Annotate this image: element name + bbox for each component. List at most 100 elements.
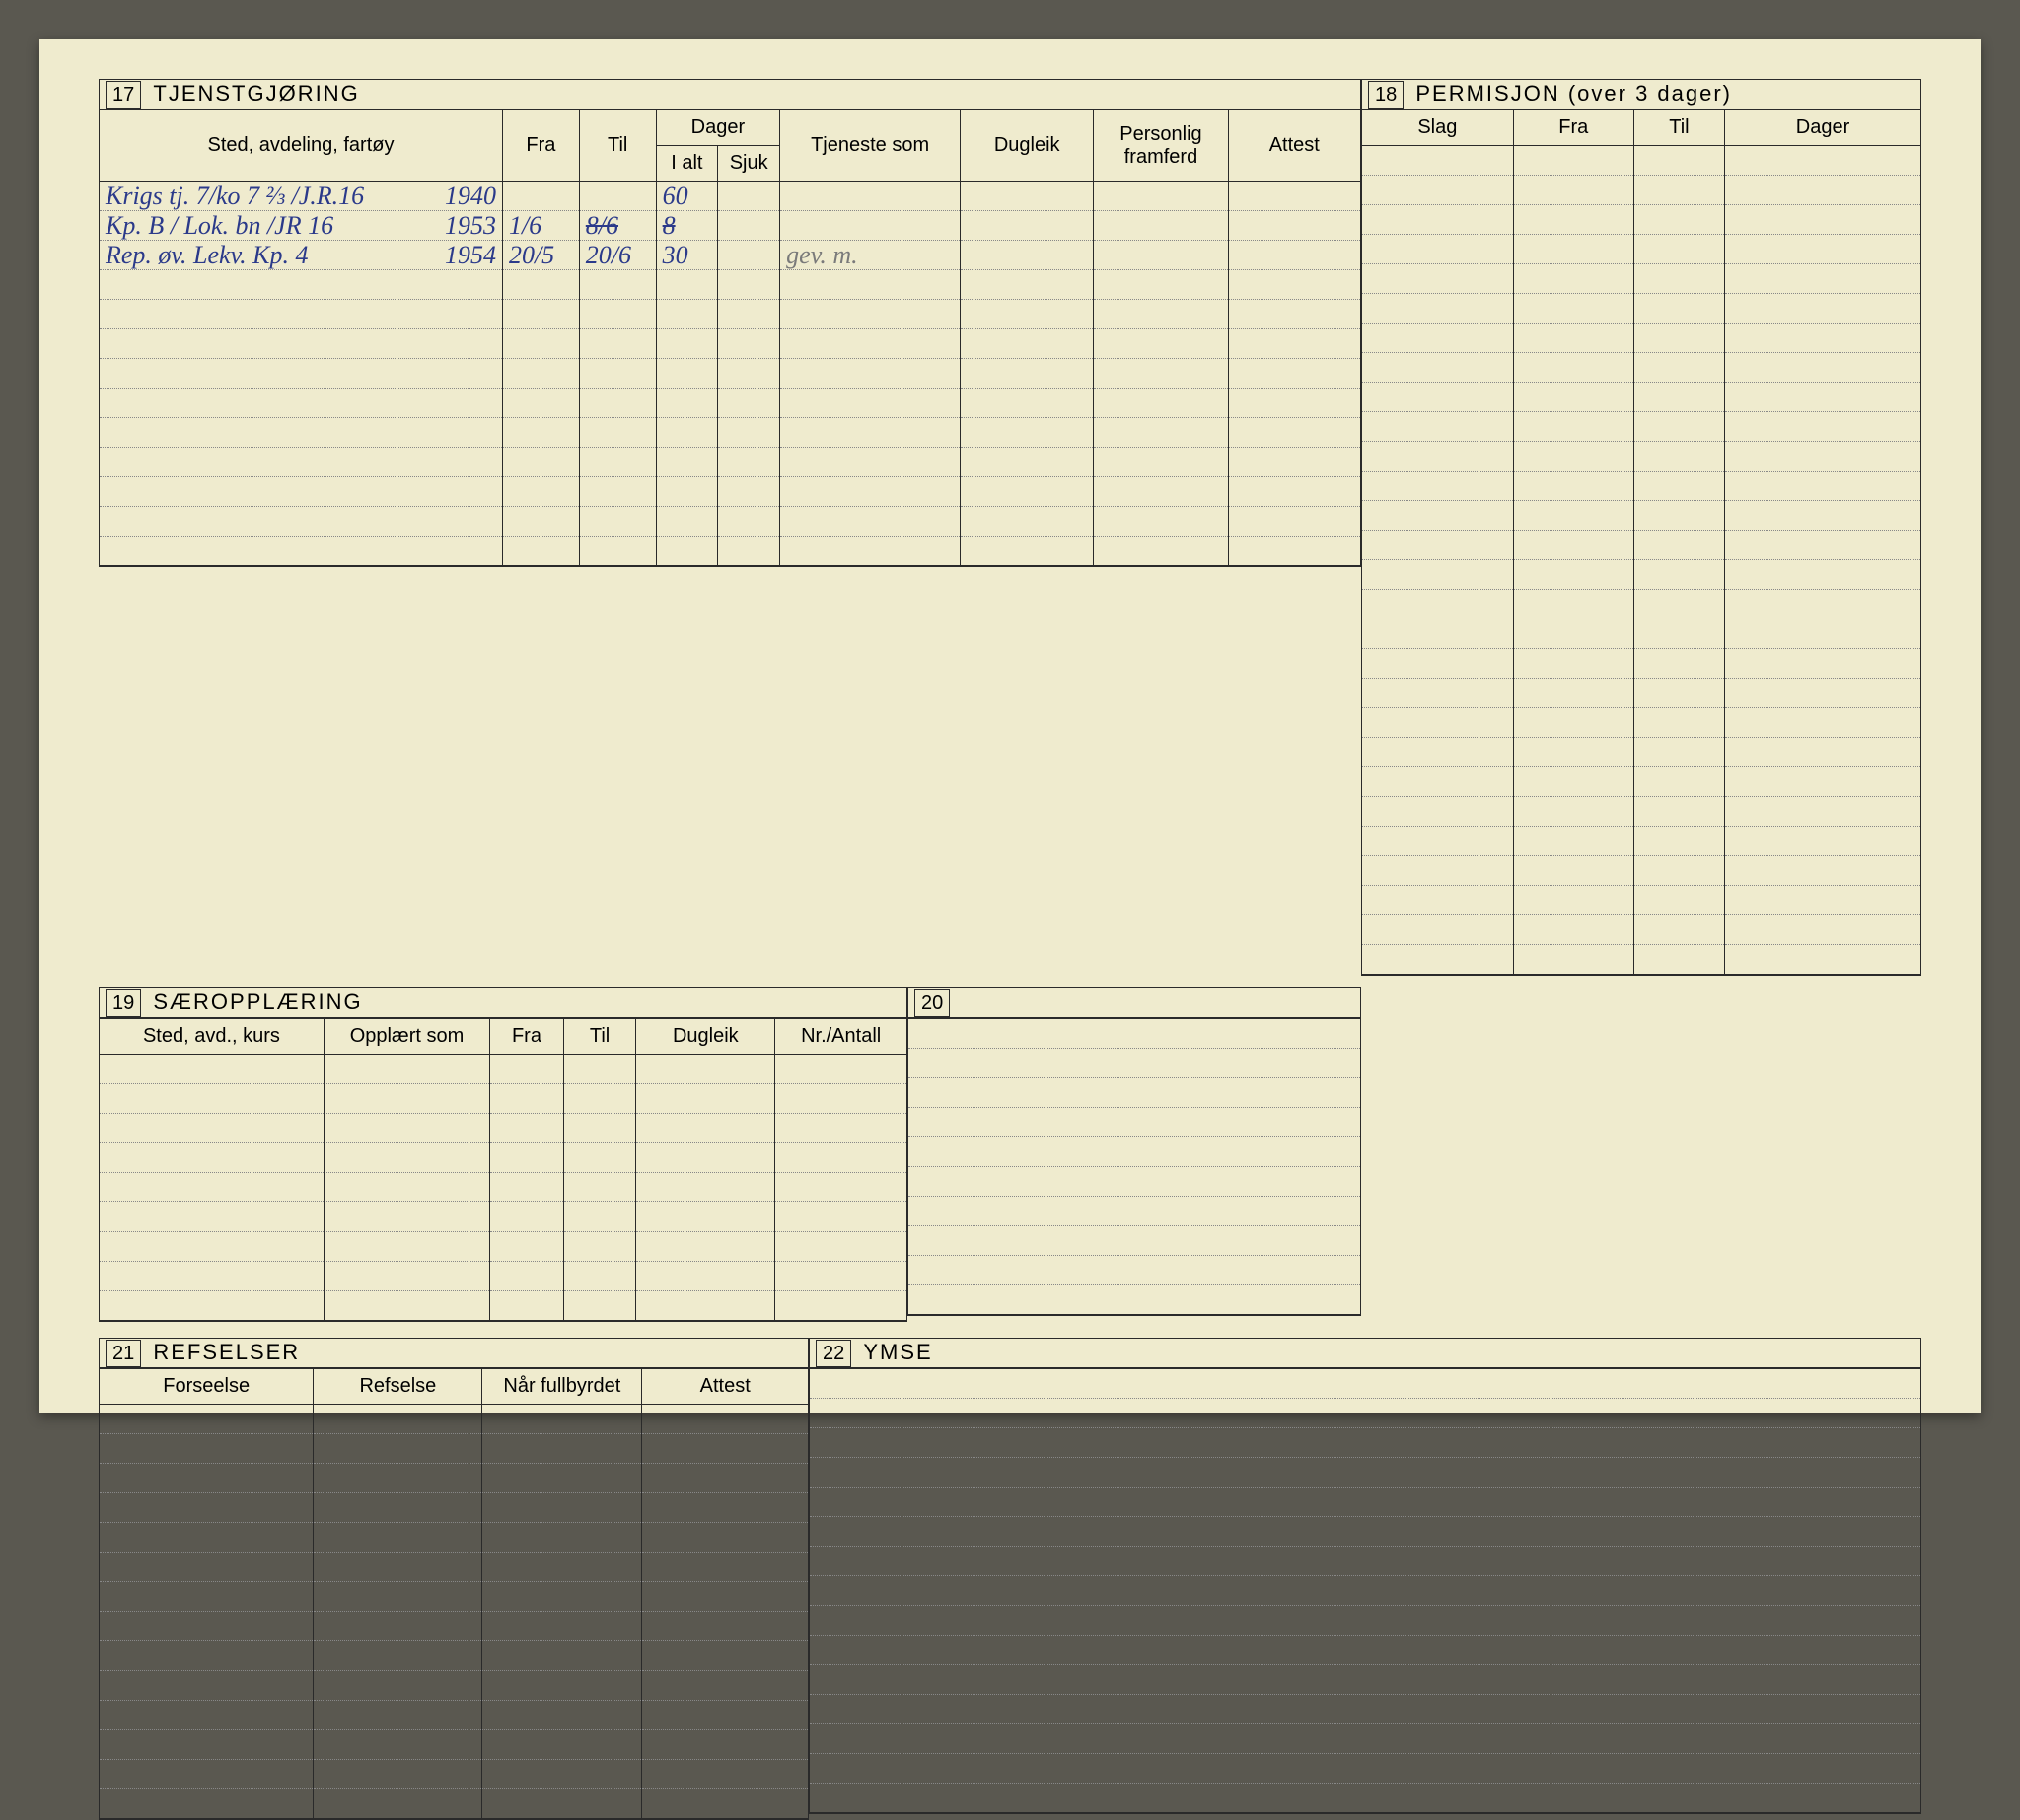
blank-cell bbox=[1633, 679, 1724, 708]
blank-cell bbox=[1633, 708, 1724, 738]
blank-cell bbox=[100, 1582, 314, 1612]
cell-ialt: 8 bbox=[656, 211, 718, 241]
blank-cell bbox=[810, 1606, 1921, 1636]
blank-cell bbox=[1362, 738, 1514, 767]
blank-cell bbox=[1362, 886, 1514, 915]
blank-cell bbox=[636, 1173, 775, 1202]
cell-dugleik bbox=[961, 241, 1094, 270]
cell-sted: Rep. øv. Lekv. Kp. 4 1954 bbox=[100, 241, 503, 270]
blank-cell bbox=[100, 1202, 325, 1232]
table-row-blank bbox=[100, 1641, 809, 1671]
blank-cell bbox=[642, 1582, 809, 1612]
blank-cell bbox=[1724, 649, 1920, 679]
row-21-22: 21 REFSELSER Forseelse Refselse Når full… bbox=[99, 1338, 1921, 1820]
table-row-blank bbox=[1362, 886, 1921, 915]
blank-cell bbox=[1724, 619, 1920, 649]
blank-cell bbox=[314, 1612, 482, 1641]
blank-cell bbox=[1633, 176, 1724, 205]
cell-fra bbox=[502, 182, 579, 211]
table-row-blank bbox=[1362, 649, 1921, 679]
blank-cell bbox=[636, 1291, 775, 1322]
table-row-blank bbox=[100, 389, 1361, 418]
blank-cell bbox=[1724, 235, 1920, 264]
blank-cell bbox=[490, 1232, 564, 1262]
blank-cell bbox=[563, 1084, 636, 1114]
blank-cell bbox=[1513, 146, 1633, 176]
cell-dugleik bbox=[961, 182, 1094, 211]
table-row-blank bbox=[100, 1114, 907, 1143]
table-row-blank bbox=[100, 1055, 907, 1084]
table-row-blank bbox=[810, 1784, 1921, 1814]
blank-cell bbox=[563, 1232, 636, 1262]
blank-cell bbox=[1724, 797, 1920, 827]
blank-cell bbox=[642, 1464, 809, 1493]
table-row-blank bbox=[1362, 708, 1921, 738]
blank-cell bbox=[1633, 324, 1724, 353]
col19-nr: Nr./Antall bbox=[775, 1018, 907, 1055]
blank-cell bbox=[636, 1084, 775, 1114]
blank-cell bbox=[1724, 708, 1920, 738]
section-19: 19 SÆROPPLÆRING Sted, avd., kurs Opplært… bbox=[99, 987, 907, 1322]
blank-cell bbox=[1513, 442, 1633, 472]
table-row-blank bbox=[100, 507, 1361, 537]
col-attest: Attest bbox=[1228, 109, 1360, 182]
cell-fra: 20/5 bbox=[502, 241, 579, 270]
blank-cell bbox=[324, 1202, 489, 1232]
blank-cell bbox=[775, 1114, 907, 1143]
blank-cell bbox=[1724, 442, 1920, 472]
table-row-blank bbox=[1362, 738, 1921, 767]
col-sted: Sted, avdeling, fartøy bbox=[100, 109, 503, 182]
cell-tjeneste bbox=[780, 211, 961, 241]
blank-cell bbox=[1362, 412, 1514, 442]
blank-cell bbox=[314, 1789, 482, 1820]
blank-cell bbox=[1513, 797, 1633, 827]
blank-cell bbox=[1362, 827, 1514, 856]
blank-cell bbox=[482, 1553, 642, 1582]
col-fra: Fra bbox=[502, 109, 579, 182]
blank-cell bbox=[1724, 176, 1920, 205]
table-row-blank bbox=[1362, 442, 1921, 472]
table-row-blank bbox=[908, 1226, 1361, 1256]
blank-cell bbox=[1724, 294, 1920, 324]
blank-cell bbox=[1513, 205, 1633, 235]
table-row-blank bbox=[1362, 264, 1921, 294]
blank-cell bbox=[642, 1641, 809, 1671]
table-row-blank bbox=[100, 1730, 809, 1760]
blank-cell bbox=[314, 1760, 482, 1789]
table-row-blank bbox=[810, 1547, 1921, 1576]
blank-cell bbox=[1513, 501, 1633, 531]
col19-opplart: Opplært som bbox=[324, 1018, 489, 1055]
blank-cell bbox=[775, 1291, 907, 1322]
table-row-blank bbox=[810, 1754, 1921, 1784]
table-row-blank bbox=[100, 477, 1361, 507]
table-row-blank bbox=[100, 1405, 809, 1434]
blank-cell bbox=[1724, 856, 1920, 886]
blank-cell bbox=[1633, 531, 1724, 560]
blank-cell bbox=[100, 1143, 325, 1173]
section-21-title: REFSELSER bbox=[153, 1340, 300, 1364]
blank-cell bbox=[314, 1434, 482, 1464]
table-row-blank bbox=[810, 1606, 1921, 1636]
blank-cell bbox=[490, 1114, 564, 1143]
table-row-blank bbox=[1362, 945, 1921, 976]
blank-cell bbox=[563, 1143, 636, 1173]
blank-cell bbox=[1513, 383, 1633, 412]
blank-cell bbox=[563, 1114, 636, 1143]
blank-cell bbox=[100, 1232, 325, 1262]
blank-cell bbox=[324, 1232, 489, 1262]
blank-cell bbox=[1633, 856, 1724, 886]
cell-sjuk bbox=[718, 182, 780, 211]
blank-cell bbox=[1362, 294, 1514, 324]
blank-cell bbox=[636, 1114, 775, 1143]
blank-cell bbox=[324, 1262, 489, 1291]
blank-cell bbox=[1513, 176, 1633, 205]
blank-cell bbox=[482, 1434, 642, 1464]
table-17: 17 TJENSTGJØRING Sted, avdeling, fartøy … bbox=[99, 79, 1361, 567]
blank-cell bbox=[908, 1226, 1361, 1256]
blank-cell bbox=[1513, 827, 1633, 856]
blank-cell bbox=[1724, 827, 1920, 856]
blank-cell bbox=[1513, 412, 1633, 442]
blank-cell bbox=[100, 1084, 325, 1114]
blank-cell bbox=[908, 1108, 1361, 1137]
blank-cell bbox=[314, 1671, 482, 1701]
